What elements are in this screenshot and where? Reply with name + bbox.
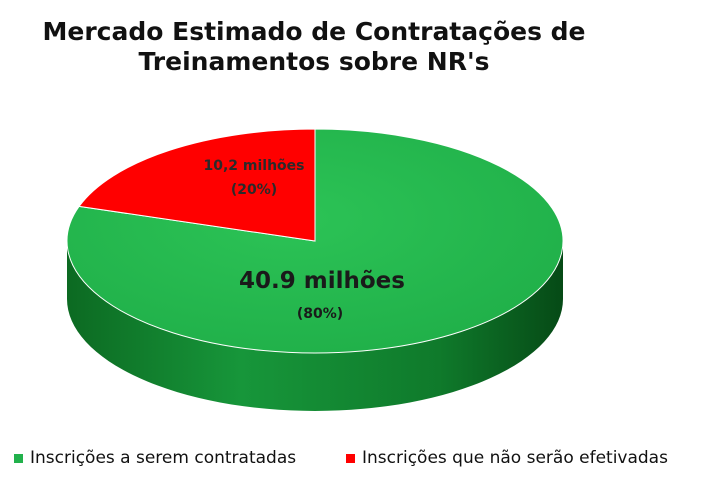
slice-0-value-label: 40.9 milhões: [239, 268, 405, 294]
slice-1-percent-label: (20%): [231, 182, 277, 198]
slice-0-percent-label: (80%): [297, 306, 343, 322]
legend-swatch-contratadas: [14, 454, 23, 463]
slice-1-value-label: 10,2 milhões: [203, 158, 304, 174]
chart-title-line-1: Mercado Estimado de Contratações de: [42, 17, 585, 46]
legend-label-nao-efetivadas: Inscrições que não serão efetivadas: [362, 448, 668, 468]
pie-side-green: [67, 241, 563, 411]
pie-slice-contratadas: [66, 128, 564, 354]
chart-title-line-2: Treinamentos sobre NR's: [139, 47, 490, 76]
pie-slice-nao-efetivadas: [78, 128, 316, 242]
legend-label-contratadas: Inscrições a serem contratadas: [30, 448, 296, 468]
legend-swatch-nao-efetivadas: [346, 454, 355, 463]
